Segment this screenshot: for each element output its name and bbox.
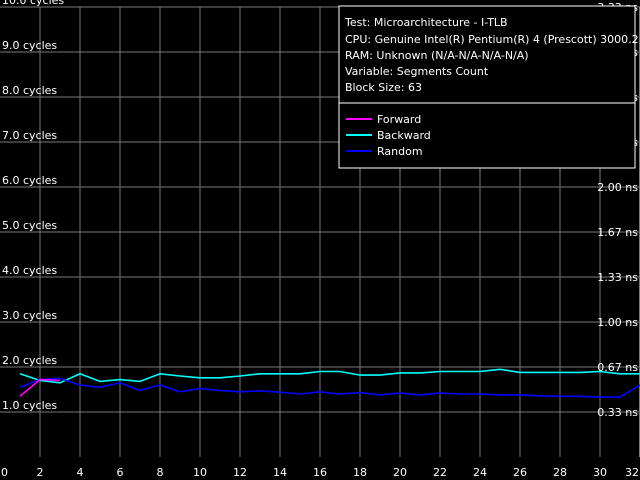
- legend-label-forward: Forward: [377, 113, 421, 126]
- y-axis-left-ticks: 1.0 cycles 2.0 cycles 3.0 cycles 4.0 cycles…: [2, 0, 64, 412]
- y-right-tick-label: 0.67 ns: [597, 361, 638, 374]
- series-line-random: [19, 377, 640, 398]
- x-tick-label: 30: [593, 466, 607, 479]
- x-tick-label: 24: [473, 466, 487, 479]
- y-left-tick-label: 10.0 cycles: [2, 0, 64, 7]
- x-tick-label: 4: [77, 466, 84, 479]
- series-line-forward: [19, 378, 61, 397]
- legend: Forward Backward Random: [346, 113, 431, 158]
- y-right-tick-label: 1.00 ns: [597, 316, 638, 329]
- x-tick-label: 18: [353, 466, 367, 479]
- info-variable: Variable: Segments Count: [345, 65, 489, 78]
- x-tick-label: 20: [393, 466, 407, 479]
- x-tick-label: 14: [273, 466, 287, 479]
- y-left-tick-label: 9.0 cycles: [2, 39, 57, 52]
- y-left-tick-label: 1.0 cycles: [2, 399, 57, 412]
- x-tick-label: 12: [233, 466, 247, 479]
- x-axis-ticks: 0 2 4 6 8 10 12 14 16 18 20 22 24 26 28 30 32: [1, 466, 639, 479]
- y-left-tick-label: 6.0 cycles: [2, 174, 57, 187]
- x-tick-label: 26: [513, 466, 527, 479]
- y-right-tick-label: 0.33 ns: [597, 406, 638, 419]
- x-tick-label: 8: [157, 466, 164, 479]
- y-right-tick-label: 1.67 ns: [597, 226, 638, 239]
- x-tick-label: 6: [117, 466, 124, 479]
- x-tick-label: 28: [553, 466, 567, 479]
- y-left-tick-label: 5.0 cycles: [2, 219, 57, 232]
- info-legend-box: Test: Microarchitecture - I-TLB CPU: Gen…: [338, 5, 640, 169]
- legend-label-random: Random: [377, 145, 423, 158]
- x-tick-label: 0: [1, 466, 8, 479]
- info-test: Test: Microarchitecture - I-TLB: [344, 16, 508, 29]
- series-layer: [19, 368, 640, 398]
- y-left-tick-label: 3.0 cycles: [2, 309, 57, 322]
- x-tick-label: 16: [313, 466, 327, 479]
- y-right-tick-label: 2.00 ns: [597, 181, 638, 194]
- x-tick-label: 2: [37, 466, 44, 479]
- info-block-size: Block Size: 63: [345, 81, 422, 94]
- y-left-tick-label: 2.0 cycles: [2, 354, 57, 367]
- y-left-tick-label: 8.0 cycles: [2, 84, 57, 97]
- y-left-tick-label: 7.0 cycles: [2, 129, 57, 142]
- y-right-tick-label: 1.33 ns: [597, 271, 638, 284]
- series-line-backward: [19, 368, 640, 384]
- x-tick-label: 32: [625, 466, 639, 479]
- x-tick-label: 10: [193, 466, 207, 479]
- y-left-tick-label: 4.0 cycles: [2, 264, 57, 277]
- info-ram: RAM: Unknown (N/A-N/A-N/A-N/A): [345, 49, 529, 62]
- info-cpu: CPU: Genuine Intel(R) Pentium(R) 4 (Pres…: [345, 33, 640, 46]
- x-tick-label: 22: [433, 466, 447, 479]
- legend-label-backward: Backward: [377, 129, 431, 142]
